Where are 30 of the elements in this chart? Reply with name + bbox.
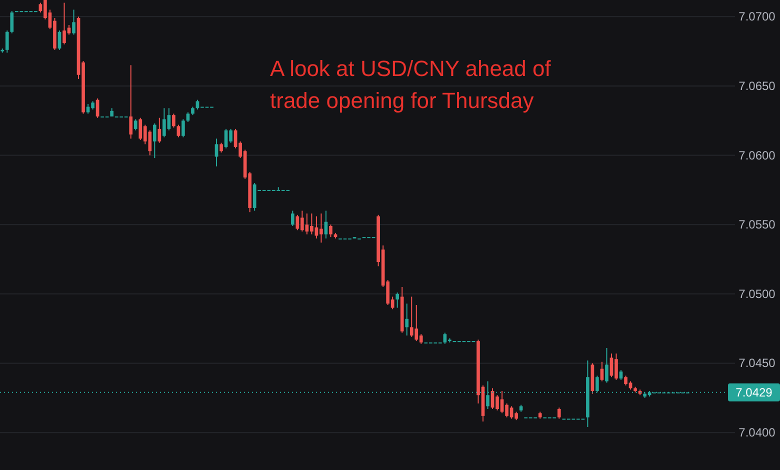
candlestick (396, 292, 400, 308)
candlestick (220, 142, 223, 154)
candlestick (557, 407, 561, 420)
candlestick (329, 224, 332, 238)
candlestick (134, 118, 138, 131)
candlestick (158, 117, 162, 144)
candlestick (605, 347, 608, 384)
candlestick (619, 370, 623, 380)
candlestick (172, 113, 176, 128)
candlestick (405, 303, 409, 336)
y-tick-label: 7.0450 (738, 356, 776, 370)
candlestick (214, 138, 218, 167)
candlestick (176, 124, 180, 138)
y-tick-label: 7.0400 (738, 426, 776, 440)
candlestick (290, 210, 294, 226)
candlestick (5, 30, 9, 54)
y-tick-label: 7.0700 (738, 10, 776, 24)
candlestick (182, 118, 185, 138)
candlestick (324, 210, 328, 239)
y-tick-label: 7.0550 (738, 218, 776, 232)
candlestick (129, 64, 133, 140)
candlestick (186, 112, 190, 123)
annotation: A look at USD/CNY ahead of trade opening for Thursday (270, 56, 552, 113)
candlestick (10, 10, 14, 34)
ref-line-label: 7.0429 (736, 385, 773, 400)
y-tick-label: 7.0650 (738, 78, 776, 93)
y-tick-label: 7.0500 (738, 286, 776, 301)
candlestick (72, 9, 76, 36)
candlestick (152, 122, 156, 159)
y-tick-label: 7.0600 (738, 148, 776, 162)
